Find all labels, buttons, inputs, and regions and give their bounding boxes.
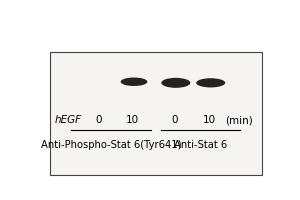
Ellipse shape bbox=[161, 78, 190, 88]
Text: 0: 0 bbox=[171, 115, 178, 125]
Ellipse shape bbox=[196, 78, 225, 87]
Ellipse shape bbox=[121, 78, 147, 86]
Text: 10: 10 bbox=[202, 115, 216, 125]
Text: 10: 10 bbox=[126, 115, 139, 125]
Text: 0: 0 bbox=[96, 115, 102, 125]
Text: Anti-Phospho-Stat 6(Tyr641): Anti-Phospho-Stat 6(Tyr641) bbox=[41, 140, 182, 150]
Text: hEGF: hEGF bbox=[54, 115, 81, 125]
Text: (min): (min) bbox=[225, 115, 253, 125]
Text: Anti-Stat 6: Anti-Stat 6 bbox=[174, 140, 227, 150]
Bar bbox=[50, 52, 262, 175]
